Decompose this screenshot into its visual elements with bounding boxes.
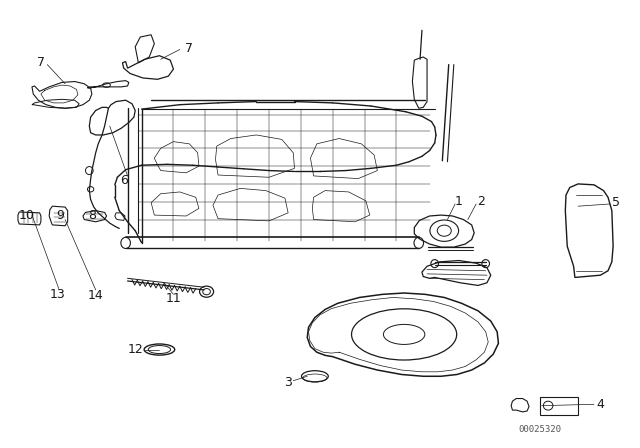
Text: 9: 9 xyxy=(56,209,64,222)
Text: 11: 11 xyxy=(166,292,181,305)
Text: 00025320: 00025320 xyxy=(518,425,561,434)
Text: 1: 1 xyxy=(455,195,463,208)
Text: 5: 5 xyxy=(612,196,620,209)
Text: 2: 2 xyxy=(477,195,484,208)
Text: 7: 7 xyxy=(186,42,193,55)
Text: 4: 4 xyxy=(596,398,604,411)
Text: 12: 12 xyxy=(127,343,143,356)
Text: 10: 10 xyxy=(19,209,35,222)
Text: 6: 6 xyxy=(120,174,127,187)
Text: 14: 14 xyxy=(88,289,104,302)
Text: 13: 13 xyxy=(49,288,65,301)
Text: 8: 8 xyxy=(88,209,96,222)
Text: 7: 7 xyxy=(37,56,45,69)
Text: 3: 3 xyxy=(284,375,292,388)
